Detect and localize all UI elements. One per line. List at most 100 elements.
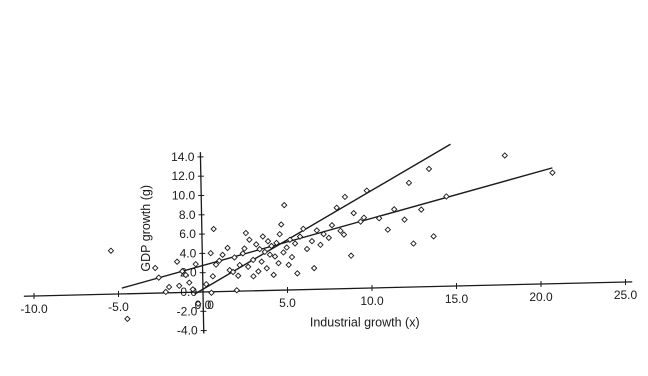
data-point: [216, 257, 223, 264]
data-point: [303, 245, 311, 253]
data-point: [261, 248, 269, 256]
data-point: [296, 233, 304, 240]
data-point: [288, 253, 296, 261]
data-point: [285, 261, 292, 269]
data-point: [268, 242, 275, 250]
data-point: [286, 236, 294, 243]
x-axis-line: [23, 281, 633, 297]
data-point: [236, 261, 243, 269]
data-point: [256, 245, 263, 253]
data-point: [264, 237, 272, 245]
data-point: [280, 249, 287, 256]
x-tick-label: 15.0: [445, 292, 469, 306]
data-point: [192, 260, 199, 268]
data-point: [252, 241, 260, 248]
data-point: [430, 233, 437, 240]
data-point: [244, 263, 252, 271]
data-point: [266, 251, 274, 258]
data-point: [186, 279, 193, 286]
data-point: [501, 152, 509, 159]
data-point: [333, 204, 340, 211]
data-point: [209, 273, 217, 280]
x-tick-label: 10.0: [360, 294, 384, 308]
data-point: [291, 240, 299, 247]
data-point: [179, 268, 186, 275]
data-point: [283, 244, 290, 251]
data-point: [271, 253, 279, 260]
y-tick-label: 10.0: [172, 189, 196, 203]
y-tick-label: 6.0: [179, 227, 196, 241]
y-axis-title: GDP growth (g): [139, 185, 153, 272]
data-point: [239, 250, 247, 257]
data-point: [250, 273, 257, 280]
y-tick-label: 0.0: [180, 285, 197, 299]
data-point: [263, 265, 271, 272]
y-tick-label: -4.0: [177, 324, 198, 338]
y-tick-label: 8.0: [179, 208, 196, 222]
data-point: [443, 193, 450, 200]
data-point: [212, 261, 220, 268]
data-point: [259, 233, 267, 240]
data-point: [224, 244, 231, 252]
data-point: [207, 249, 214, 257]
data-point: [405, 179, 413, 187]
fit-lines: [121, 143, 553, 295]
data-point: [310, 264, 318, 272]
y-tick-label: -2.0: [177, 304, 198, 318]
data-point: [328, 221, 336, 229]
data-point: [162, 288, 170, 296]
data-point: [300, 225, 307, 233]
data-point: [340, 231, 348, 238]
y-tick-label: 4.0: [180, 246, 197, 260]
x-tick-label: 5.0: [279, 296, 296, 310]
x-tick-label: -5.0: [108, 300, 129, 314]
x-zero-tick-label: 0: [207, 298, 214, 312]
data-point: [341, 193, 349, 201]
data-point: [182, 271, 190, 279]
x-tick-label: 20.0: [529, 290, 553, 304]
data-point: [219, 251, 226, 259]
data-point: [208, 289, 215, 297]
data-point: [360, 214, 368, 221]
data-point: [151, 264, 159, 272]
data-point: [124, 315, 131, 323]
data-point: [308, 237, 316, 245]
data-point: [350, 209, 357, 217]
y-tick-label: 14.0: [171, 150, 195, 164]
data-point: [241, 245, 248, 252]
x-tick-label: 25.0: [614, 288, 638, 302]
fit-line-shallow: [121, 167, 553, 289]
data-point: [231, 254, 238, 261]
data-point: [410, 240, 417, 247]
data-point: [155, 274, 163, 281]
data-point: [249, 256, 257, 264]
data-point: [363, 187, 371, 194]
data-point: [273, 239, 280, 247]
data-point: [375, 215, 383, 222]
data-point: [194, 300, 202, 307]
data-point: [401, 216, 408, 223]
data-point: [270, 271, 277, 279]
axes: [23, 152, 633, 334]
data-point: [325, 234, 333, 242]
data-point: [175, 282, 183, 290]
data-point: [317, 241, 324, 249]
data-point: [549, 169, 556, 176]
data-point: [277, 221, 285, 228]
y-tick-label: 12.0: [171, 169, 195, 183]
data-point: [189, 286, 197, 293]
data-point: [294, 270, 301, 277]
data-point: [390, 206, 398, 213]
data-point: [276, 230, 283, 238]
data-point: [107, 247, 115, 254]
data-points: [107, 152, 556, 323]
data-point: [165, 283, 173, 291]
data-point: [384, 226, 392, 233]
data-point: [357, 218, 364, 225]
data-point: [246, 236, 253, 243]
data-point: [320, 230, 327, 238]
data-point: [202, 280, 210, 288]
x-axis-title: Industrial growth (x): [310, 316, 420, 330]
data-point: [418, 206, 425, 213]
